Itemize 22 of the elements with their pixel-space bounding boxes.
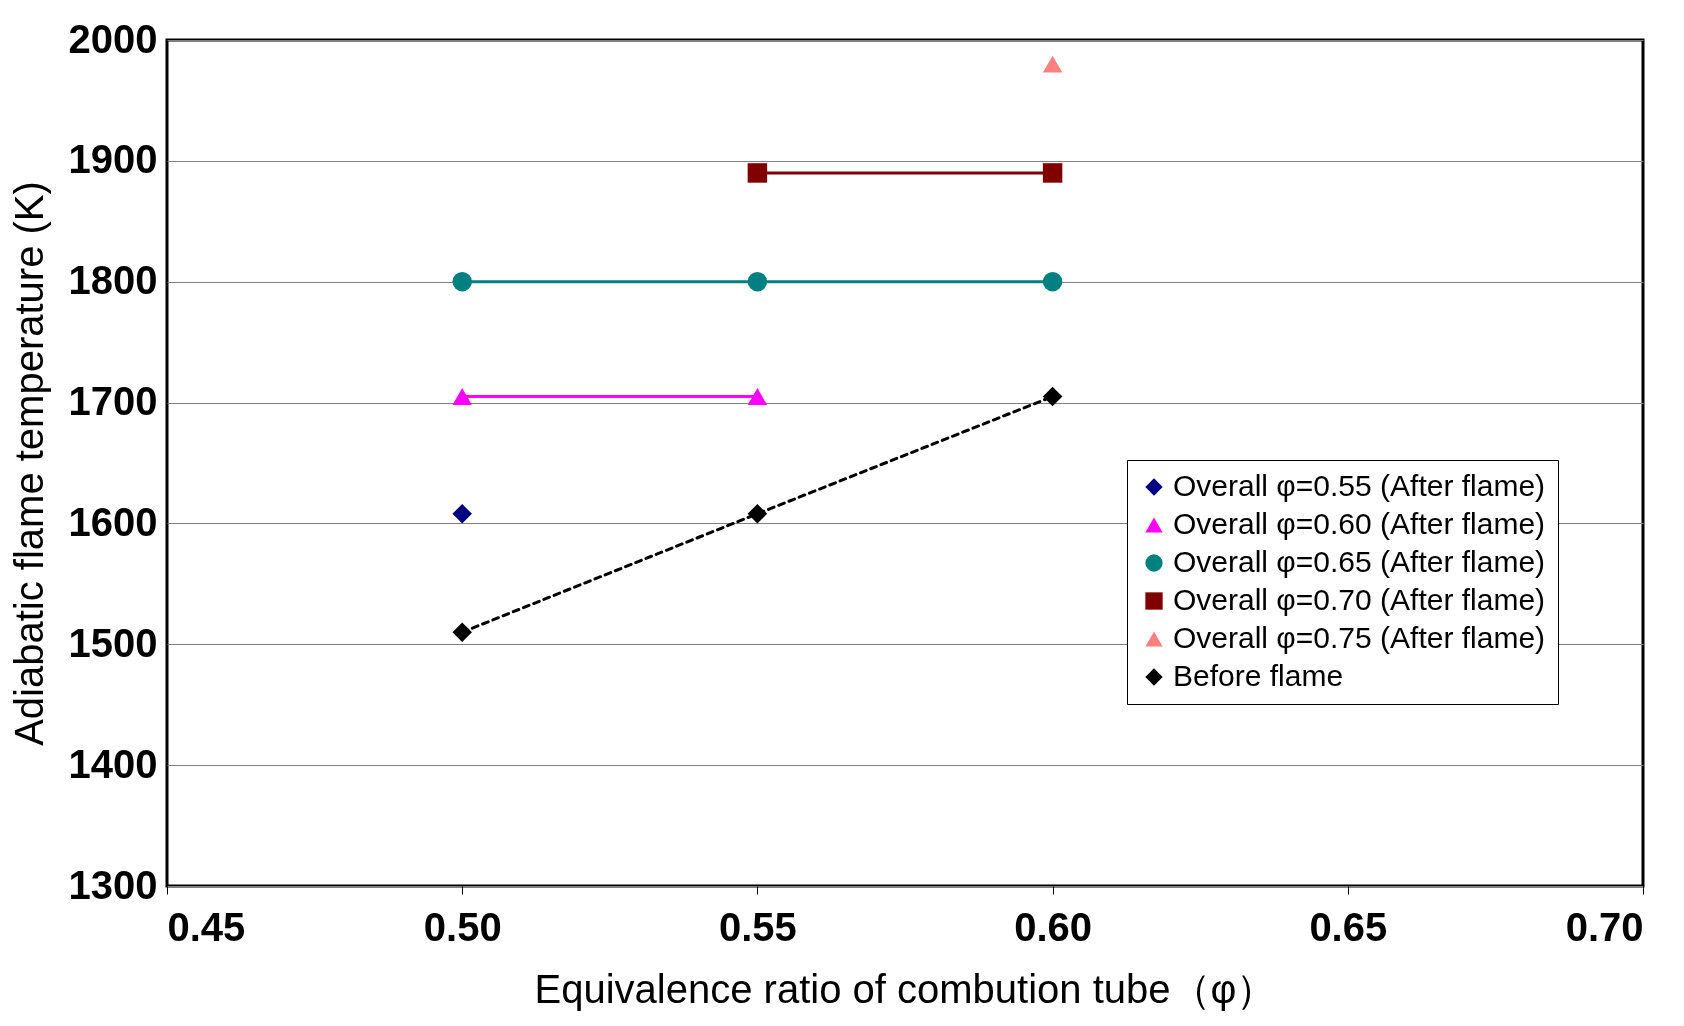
y-tick-label: 1800 [68, 258, 158, 303]
legend-label: Overall φ=0.65 (After flame) [1173, 545, 1546, 578]
legend-label: Overall φ=0.55 (After flame) [1173, 469, 1546, 502]
legend-label: Before flame [1173, 659, 1344, 692]
x-tick-label: 0.55 [718, 904, 797, 949]
y-tick-label: 1300 [68, 862, 158, 907]
y-tick-label: 1500 [68, 620, 158, 665]
y-axis-title: Adiabatic flame temperature (K) [6, 181, 51, 746]
x-tick-label: 0.65 [1309, 904, 1388, 949]
y-tick-label: 2000 [68, 16, 158, 61]
x-tick-label: 0.70 [1565, 904, 1644, 949]
legend-label: Overall φ=0.75 (After flame) [1173, 621, 1546, 654]
y-tick-label: 1700 [68, 379, 158, 424]
y-tick-label: 1900 [68, 137, 158, 182]
x-tick-label: 0.45 [167, 904, 246, 949]
x-axis-title: Equivalence ratio of combution tube（φ） [534, 966, 1277, 1011]
x-tick-label: 0.50 [423, 904, 502, 949]
legend-label: Overall φ=0.60 (After flame) [1173, 507, 1546, 540]
x-tick-label: 0.60 [1014, 904, 1093, 949]
legend-label: Overall φ=0.70 (After flame) [1173, 583, 1546, 616]
y-tick-label: 1400 [68, 741, 158, 786]
y-tick-label: 1600 [68, 499, 158, 544]
